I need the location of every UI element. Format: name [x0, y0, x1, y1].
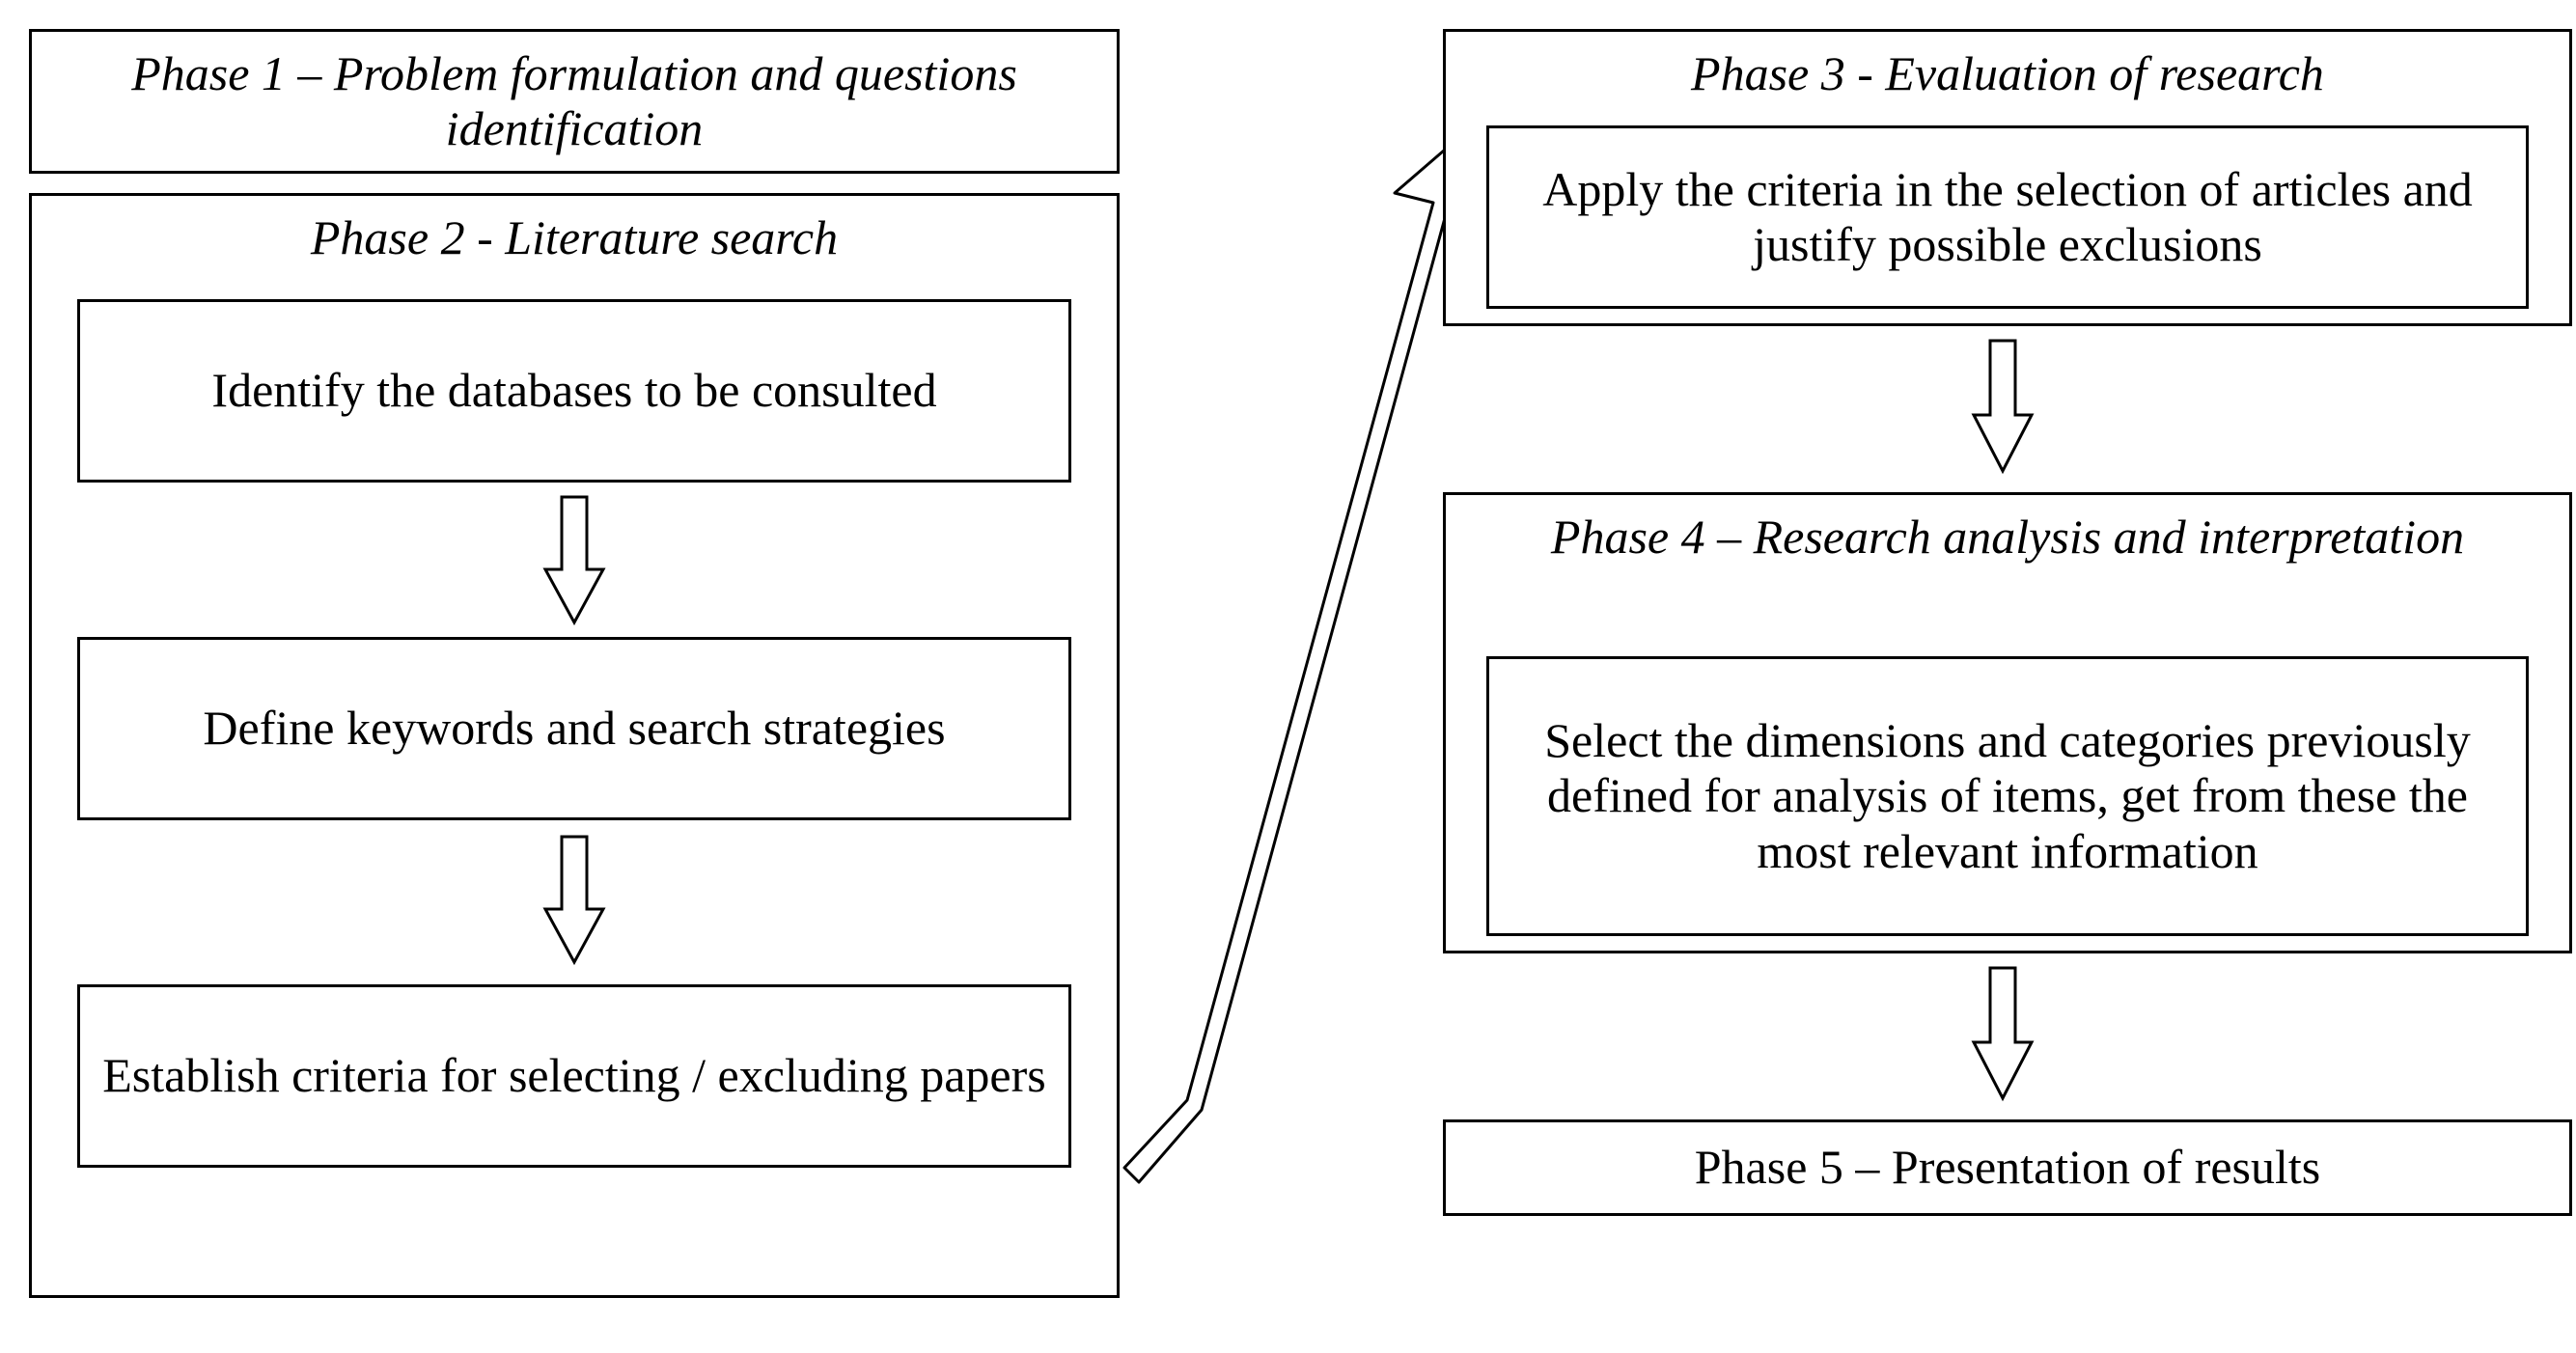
phase3-title: Phase 3 - Evaluation of research: [1691, 46, 2324, 102]
phase4-step1: Select the dimensions and categories pre…: [1486, 656, 2529, 936]
phase2-step1-label: Identify the databases to be consulted: [211, 363, 936, 419]
phase2-step3: Establish criteria for selecting / exclu…: [77, 984, 1071, 1168]
flowchart-diagram: Phase 1 – Problem formulation and questi…: [19, 19, 2576, 1334]
phase2-title: Phase 2 - Literature search: [311, 210, 838, 266]
cross-arrow-icon: [1071, 97, 1486, 1245]
phase1-title: Phase 1 – Problem formulation and questi…: [51, 46, 1097, 157]
arrow-down-icon: [1969, 963, 2036, 1103]
phase5-box: Phase 5 – Presentation of results: [1443, 1119, 2572, 1216]
phase2-step3-label: Establish criteria for selecting / exclu…: [102, 1048, 1045, 1104]
arrow-down-icon: [540, 492, 608, 627]
phase4-title: Phase 4 – Research analysis and interpre…: [1551, 510, 2464, 566]
phase2-step2-label: Define keywords and search strategies: [203, 701, 945, 757]
arrow-down-icon: [540, 832, 608, 967]
phase2-step1: Identify the databases to be consulted: [77, 299, 1071, 483]
arrow-down-icon: [1969, 336, 2036, 476]
phase1-box: Phase 1 – Problem formulation and questi…: [29, 29, 1120, 174]
phase3-step1: Apply the criteria in the selection of a…: [1486, 125, 2529, 309]
phase3-step1-label: Apply the criteria in the selection of a…: [1509, 162, 2507, 273]
phase2-step2: Define keywords and search strategies: [77, 637, 1071, 820]
phase4-step1-label: Select the dimensions and categories pre…: [1509, 713, 2507, 880]
phase5-title: Phase 5 – Presentation of results: [1695, 1140, 2321, 1196]
